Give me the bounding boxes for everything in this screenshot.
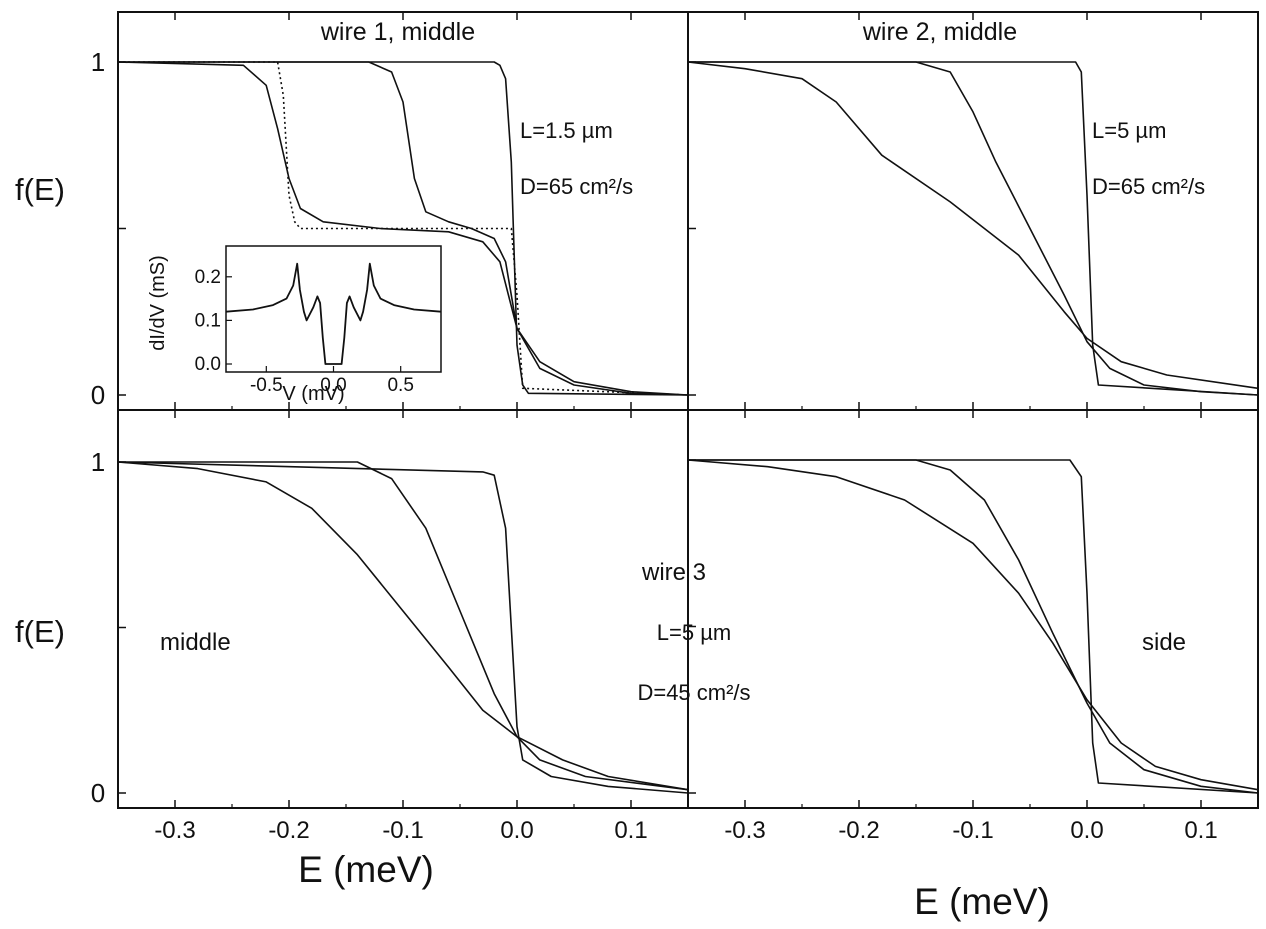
- top-left-series-line-3: [118, 61, 689, 396]
- y-axis-label-top: f(E): [15, 172, 65, 207]
- text-layer: -0.5 0.0 0.5 0.0 0.1 0.2 V (mV) dI/dV (mS) 0 1 0 1 f…: [15, 18, 1218, 922]
- bottom-right-series-line-0: [688, 459, 1259, 794]
- inset-y-tick-label: 0.0: [195, 354, 221, 375]
- x-tick-label: 0.0: [1070, 817, 1103, 844]
- y-axis-label-bottom: f(E): [15, 614, 65, 649]
- x-axis-label-left: E (meV): [298, 849, 434, 890]
- x-tick-label: -0.1: [382, 817, 423, 844]
- inset-y-tick-label: 0.1: [195, 310, 221, 331]
- panel-title-wire2: wire 2, middle: [862, 18, 1017, 46]
- inset-y-tick-label: 0.2: [195, 267, 221, 288]
- bottom-left-series-line-0: [117, 461, 689, 794]
- inset-x-axis-label: V (mV): [282, 383, 344, 405]
- inset-x-tick-label: 0.0: [320, 375, 346, 396]
- inset-x-tick-label: -0.5: [250, 375, 283, 396]
- x-tick-label: -0.3: [724, 817, 765, 844]
- panel-title-wire1: wire 1, middle: [320, 18, 475, 46]
- bottom-right-series-line-2: [687, 459, 1259, 791]
- annotation-diffusion: D=65 cm²/s: [1092, 174, 1205, 199]
- annotation-middle: middle: [160, 629, 231, 656]
- y-tick-label: 1: [91, 447, 105, 477]
- annotation-diffusion: D=45 cm²/s: [637, 680, 750, 705]
- y-tick-label: 0: [91, 380, 105, 410]
- top-right-series-line-1: [688, 61, 1259, 396]
- top-left-series-line-2: [117, 61, 689, 396]
- inset-frame: [225, 245, 442, 373]
- x-tick-label: 0.1: [1184, 817, 1217, 844]
- annotation-length: L=5 µm: [657, 620, 731, 645]
- x-tick-label: -0.3: [154, 817, 195, 844]
- x-tick-label: -0.2: [268, 817, 309, 844]
- annotation-side: side: [1142, 629, 1186, 656]
- annotation-diffusion: D=65 cm²/s: [520, 174, 633, 199]
- x-tick-label: 0.0: [500, 817, 533, 844]
- bottom-right-series-line-1: [688, 459, 1259, 794]
- series-layer: [117, 61, 1259, 794]
- inset-series-line-0: [225, 262, 442, 365]
- x-tick-label: -0.2: [838, 817, 879, 844]
- inset-x-tick-label: 0.5: [387, 375, 413, 396]
- inset-y-axis-label: dI/dV (mS): [147, 255, 169, 351]
- bottom-left-series-line-2: [117, 461, 689, 791]
- top-right-series-line-0: [688, 61, 1259, 396]
- y-tick-label: 1: [91, 47, 105, 77]
- panel-title-wire3: wire 3: [641, 559, 706, 586]
- x-tick-label: 0.1: [614, 817, 647, 844]
- panel-frames: [117, 11, 1259, 809]
- x-tick-label: -0.1: [952, 817, 993, 844]
- annotation-length: L=5 µm: [1092, 118, 1166, 143]
- x-axis-label-right: E (meV): [914, 881, 1050, 922]
- annotation-length: L=1.5 µm: [520, 118, 613, 143]
- top-right-series-line-2: [687, 61, 1259, 390]
- bottom-left-series-line-1: [118, 461, 689, 791]
- y-tick-label: 0: [91, 778, 105, 808]
- top-left-series-line-0: [118, 61, 689, 396]
- ticks-layer: [118, 12, 1202, 808]
